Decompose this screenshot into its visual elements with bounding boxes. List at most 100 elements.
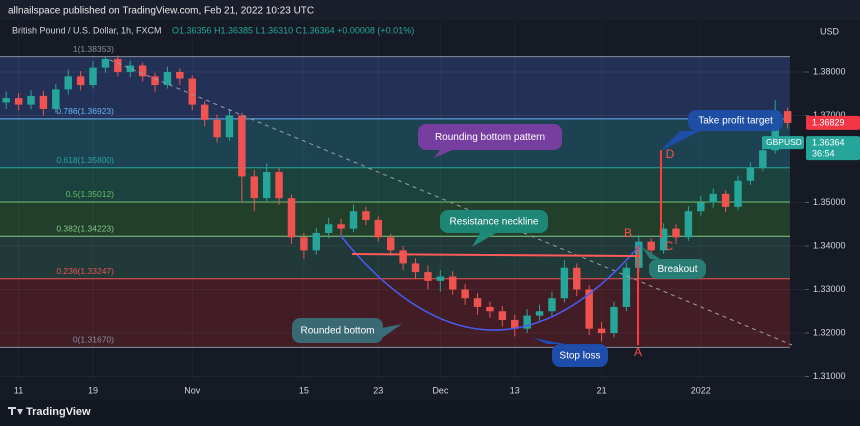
candle-body xyxy=(424,272,432,281)
y-tick-label: 1.32000 xyxy=(813,327,846,337)
price-axis xyxy=(805,20,860,380)
candle-body xyxy=(461,289,469,299)
candle-body xyxy=(399,250,407,264)
candle-body xyxy=(163,71,172,86)
y-tick-label: 1.35000 xyxy=(813,197,846,207)
annotation-text: Take profit target xyxy=(698,116,773,127)
symbol-price-tag xyxy=(806,136,860,161)
annotation-tail xyxy=(533,338,565,344)
candle-body xyxy=(374,219,383,238)
annotation-tail xyxy=(660,131,700,151)
candle-body xyxy=(411,263,420,273)
candle-body xyxy=(585,289,593,329)
candle-body xyxy=(287,198,296,238)
annotation-tail xyxy=(472,233,496,247)
fib-label: 0(1.31670) xyxy=(73,335,114,345)
symbol: British Pound / U.S. Dollar, 1h, FXCM xyxy=(12,25,162,35)
last-price-label: 1.36829 xyxy=(812,117,845,127)
candle-body xyxy=(783,111,792,123)
last-price-tag xyxy=(806,115,860,130)
candle-body xyxy=(597,328,606,334)
point-label: D xyxy=(666,147,675,161)
candle-body xyxy=(126,65,134,72)
candle-body xyxy=(647,241,655,251)
candle-body xyxy=(473,298,482,307)
fib-label: 0.382(1.34223) xyxy=(56,224,114,234)
annotation-box xyxy=(688,110,783,131)
candle-body xyxy=(262,172,271,199)
point-label: C xyxy=(665,239,674,253)
candle-body xyxy=(511,319,519,329)
candle-body xyxy=(746,167,755,181)
candle-body xyxy=(114,58,122,72)
annotation-text: Breakout xyxy=(657,264,697,275)
x-tick-label: Dec xyxy=(432,385,449,395)
fib-label: 0.618(1.35800) xyxy=(56,155,114,165)
point-label: A xyxy=(634,345,642,359)
logo-icon xyxy=(8,407,23,415)
candle-body xyxy=(324,224,333,233)
candle-body xyxy=(498,311,507,320)
candle-body xyxy=(697,202,705,212)
candle-body xyxy=(486,306,494,312)
axes: 1.31000 1.32000 1.33000 1.34000 1.35000 1.370… xyxy=(14,66,860,395)
candle-body xyxy=(312,232,321,251)
x-tick-label: 11 xyxy=(14,385,23,395)
symbol-price: 1.36364 xyxy=(812,138,845,148)
candle-body xyxy=(349,211,358,229)
symbol-tag xyxy=(762,136,804,150)
candle-body xyxy=(52,89,60,109)
ohlc: O1.36356 H1.36385 L1.36310 C1.36364 +0.0… xyxy=(172,25,414,35)
trend-line xyxy=(109,59,793,346)
candle-body xyxy=(176,71,184,79)
candle-body xyxy=(548,298,556,312)
candle-body xyxy=(101,58,110,68)
candle-body xyxy=(659,228,668,251)
grid xyxy=(0,20,805,380)
drawings xyxy=(109,59,793,346)
annotation-text: Resistance neckline xyxy=(450,217,539,228)
annotation-box xyxy=(649,259,706,279)
neckline xyxy=(351,253,641,257)
fib-label: 0.786(1.36923) xyxy=(56,106,114,116)
fib-band xyxy=(0,167,790,202)
annotation-box xyxy=(418,124,562,150)
candle-body xyxy=(535,311,544,316)
x-tick-label: Nov xyxy=(184,385,201,395)
candle-body xyxy=(610,306,618,334)
header-bar xyxy=(0,0,860,20)
brand: TradingView xyxy=(26,406,91,418)
x-tick-label: 2022 xyxy=(691,385,711,395)
candle-body xyxy=(89,67,97,86)
rounding-curve xyxy=(339,234,641,331)
candle-body xyxy=(300,237,308,251)
footer xyxy=(0,400,860,426)
symbol-name: GBPUSD xyxy=(766,137,802,147)
x-tick-label: 21 xyxy=(597,385,607,395)
fib-label: 0.236(1.33247) xyxy=(56,266,114,276)
annotation-box xyxy=(440,210,548,233)
fib-label: 1(1.38353) xyxy=(73,44,114,54)
x-tick-label: 15 xyxy=(299,385,309,395)
annotation-text: Stop loss xyxy=(559,351,600,362)
currency: USD xyxy=(820,26,840,36)
candle-body xyxy=(64,76,72,90)
annotation-box xyxy=(292,318,383,343)
candle-body xyxy=(337,224,345,229)
candle-body xyxy=(76,76,85,86)
candle-body xyxy=(2,98,10,103)
candle-body xyxy=(449,276,457,290)
candle-body xyxy=(14,98,23,105)
candle-body xyxy=(200,104,209,120)
candle-body xyxy=(151,76,159,86)
y-tick-label: 1.31000 xyxy=(813,371,846,381)
y-tick-label: 1.38000 xyxy=(813,66,846,76)
candle-body xyxy=(523,315,531,329)
candle-body xyxy=(362,211,370,220)
y-tick-label: 1.34000 xyxy=(813,240,846,250)
y-tick-label: 1.37000 xyxy=(813,110,846,120)
candle-body xyxy=(213,119,221,138)
candle-body xyxy=(436,276,445,281)
candle-body xyxy=(250,176,258,199)
candle-body xyxy=(238,115,246,177)
